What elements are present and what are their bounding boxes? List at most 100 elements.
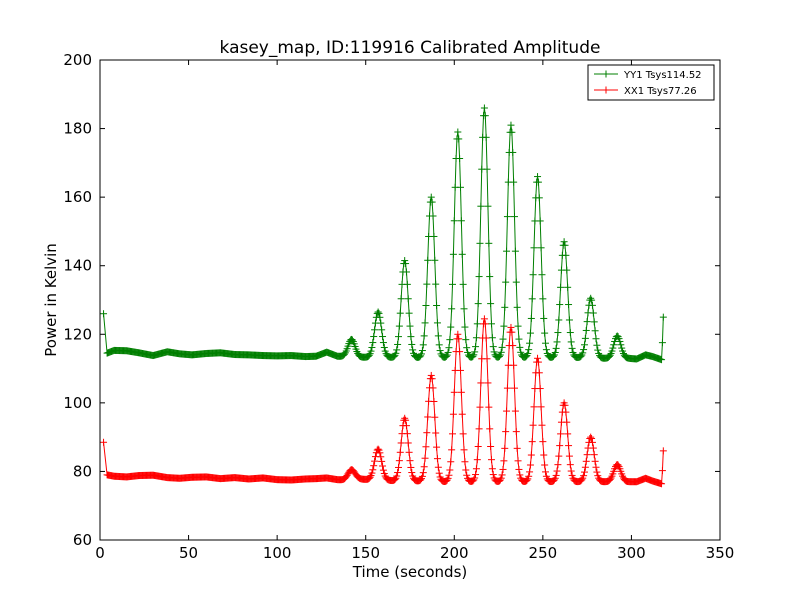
- data-point: [403, 430, 411, 438]
- data-point: [462, 336, 470, 344]
- data-point: [433, 319, 441, 327]
- data-point: [513, 303, 521, 311]
- data-point: [477, 202, 485, 210]
- data-point: [615, 335, 623, 343]
- data-point: [461, 458, 469, 466]
- data-point: [458, 250, 466, 258]
- data-point: [536, 217, 544, 225]
- data-point: [513, 444, 521, 452]
- data-point: [526, 461, 534, 469]
- data-point: [565, 301, 573, 309]
- data-point: [472, 334, 480, 342]
- y-tick-label: 120: [63, 325, 92, 343]
- data-point: [404, 439, 412, 447]
- data-point: [435, 341, 443, 349]
- data-point: [454, 128, 462, 136]
- data-point: [449, 280, 457, 288]
- data-point: [456, 348, 464, 356]
- data-point: [510, 361, 518, 369]
- data-point: [433, 455, 441, 463]
- data-point: [523, 476, 531, 484]
- data-point: [449, 410, 457, 418]
- data-point: [536, 385, 544, 393]
- data-point: [557, 430, 565, 438]
- data-point: [593, 341, 601, 349]
- data-point: [432, 429, 440, 437]
- data-point: [408, 469, 416, 477]
- data-point: [471, 348, 479, 356]
- legend: YY1 Tsys114.52 XX1 Tsys77.26: [587, 64, 715, 101]
- x-tick-label: 300: [617, 544, 646, 562]
- data-point: [457, 388, 465, 396]
- data-point: [658, 356, 666, 364]
- data-point: [593, 468, 601, 476]
- data-point: [367, 347, 375, 355]
- data-point: [429, 384, 437, 392]
- data-point: [560, 238, 568, 246]
- data-point: [555, 452, 563, 460]
- data-point: [508, 128, 516, 136]
- data-point: [489, 471, 497, 479]
- data-point: [485, 403, 493, 411]
- data-point: [369, 339, 377, 347]
- data-point: [508, 328, 516, 336]
- data-point: [659, 313, 667, 321]
- data-point: [527, 314, 535, 322]
- data-point: [551, 349, 559, 357]
- data-point: [525, 472, 533, 480]
- legend-box: [587, 64, 715, 101]
- data-point: [420, 463, 428, 471]
- data-point: [580, 468, 588, 476]
- data-point: [407, 463, 415, 471]
- data-point: [488, 334, 496, 342]
- data-point: [499, 465, 507, 473]
- data-point: [606, 475, 614, 483]
- data-point: [340, 350, 348, 358]
- data-point: [434, 332, 442, 340]
- x-tick-label: 350: [706, 544, 735, 562]
- data-point: [445, 344, 453, 352]
- data-point: [515, 335, 523, 343]
- data-point: [616, 337, 624, 345]
- data-point: [498, 471, 506, 479]
- x-axis-label: Time (seconds): [352, 563, 468, 581]
- data-point: [429, 212, 437, 220]
- data-point: [422, 302, 430, 310]
- data-point: [406, 457, 414, 465]
- data-point: [562, 251, 570, 259]
- data-point: [562, 408, 570, 416]
- data-point: [618, 344, 626, 352]
- y-tick-label: 140: [63, 257, 92, 275]
- data-point: [594, 346, 602, 354]
- data-point: [489, 343, 497, 351]
- data-point: [534, 178, 542, 186]
- data-point: [496, 476, 504, 484]
- data-point: [526, 468, 534, 476]
- data-point: [475, 273, 483, 281]
- data-point: [454, 330, 462, 338]
- data-point: [550, 476, 558, 484]
- data-point: [578, 476, 586, 484]
- data-point: [539, 295, 547, 303]
- data-point: [540, 314, 548, 322]
- data-point: [486, 273, 494, 281]
- data-point: [376, 449, 384, 457]
- data-point: [511, 247, 519, 255]
- data-point: [476, 239, 484, 247]
- data-point: [455, 335, 463, 343]
- data-point: [537, 244, 545, 252]
- x-tick-label: 50: [179, 544, 198, 562]
- data-point: [564, 283, 572, 291]
- data-point: [481, 112, 489, 120]
- data-point: [501, 444, 509, 452]
- x-tick-label: 200: [440, 544, 469, 562]
- data-point: [529, 271, 537, 279]
- data-point: [565, 316, 573, 324]
- legend-label: XX1 Tsys77.26: [624, 86, 697, 97]
- data-point: [658, 480, 666, 488]
- data-point: [497, 348, 505, 356]
- data-point: [402, 422, 410, 430]
- data-point: [581, 334, 589, 342]
- data-point: [488, 465, 496, 473]
